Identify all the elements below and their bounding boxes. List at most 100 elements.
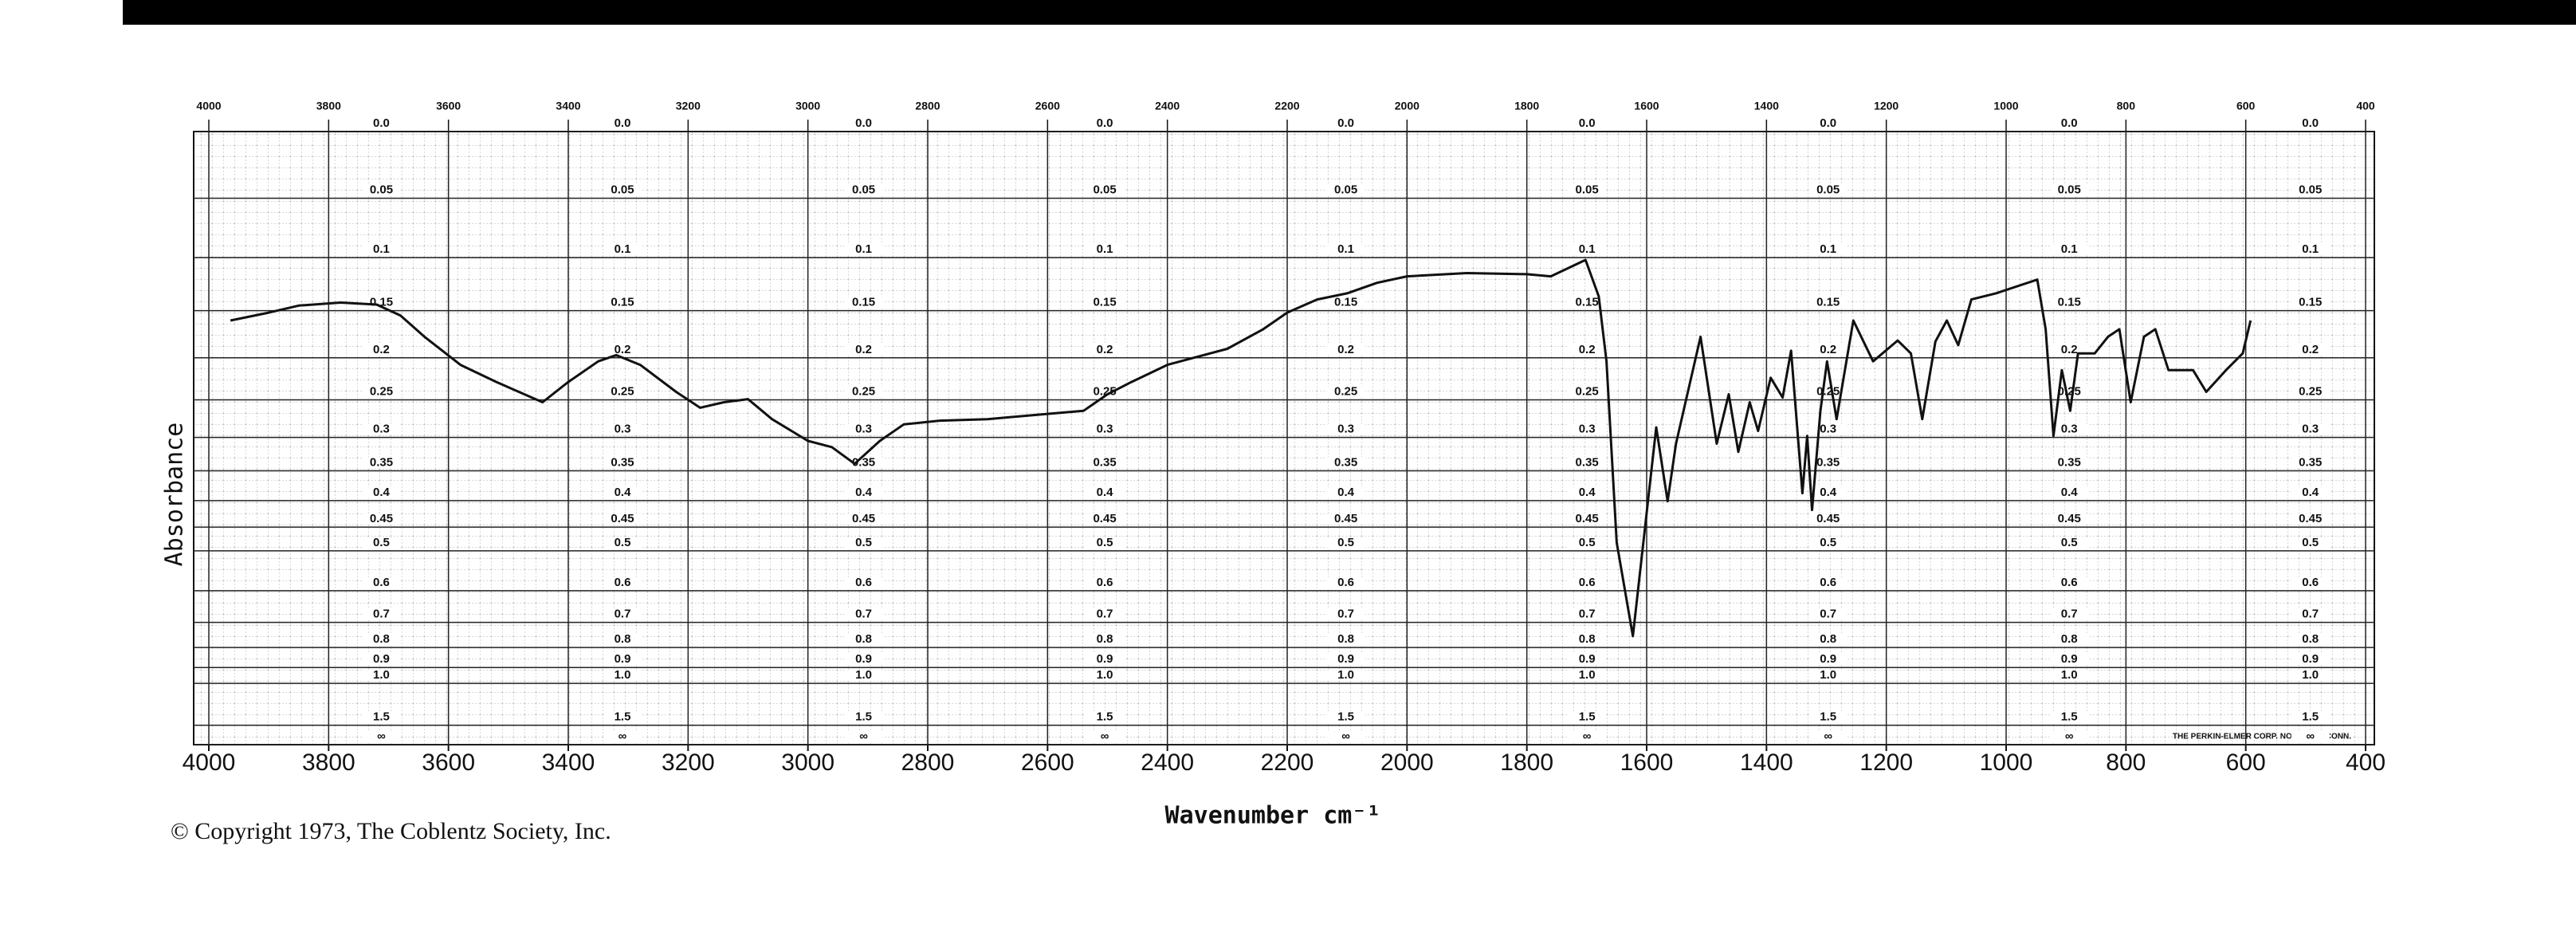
y-tick-label: 0.6 xyxy=(1097,576,1113,589)
y-tick-label: 0.45 xyxy=(1093,512,1116,525)
y-tick-label-bg xyxy=(1086,537,1125,549)
y-tick-label: 0.6 xyxy=(1337,576,1354,589)
x-top-tick-label: 1600 xyxy=(1634,100,1659,112)
y-tick-label-bg xyxy=(844,670,883,682)
y-tick-label-bg xyxy=(1568,386,1607,398)
y-tick-label-bg xyxy=(2050,457,2089,469)
y-tick-label: 0.5 xyxy=(855,536,872,549)
y-tick-label: 1.0 xyxy=(2061,668,2078,682)
y-tick-label-bg xyxy=(844,608,883,620)
y-tick-label-bg xyxy=(603,486,642,498)
y-tick-label-bg xyxy=(1568,576,1607,588)
x-tick-label: 3400 xyxy=(542,749,595,776)
y-tick-label-bg xyxy=(362,634,401,646)
y-tick-label: 0.7 xyxy=(2302,608,2319,621)
top-bar xyxy=(123,0,2576,25)
y-tick-label-bg xyxy=(1326,576,1365,588)
y-tick-label-bg xyxy=(2291,423,2330,435)
y-tick-label: 0.25 xyxy=(1576,385,1599,399)
x-top-tick-label: 1400 xyxy=(1754,100,1779,112)
y-tick-label: 0.8 xyxy=(373,632,390,646)
x-top-tick-label: 800 xyxy=(2117,100,2136,112)
y-tick-label: 0.7 xyxy=(855,608,872,621)
y-tick-label: 0.4 xyxy=(1337,486,1355,499)
y-tick-label: 0.3 xyxy=(615,423,631,436)
x-tick-label: 1400 xyxy=(1740,749,1793,776)
x-tick-label: 3200 xyxy=(662,749,715,776)
y-tick-label: 0.45 xyxy=(2058,512,2081,525)
y-tick-label-bg xyxy=(603,576,642,588)
y-tick-label-bg xyxy=(1326,513,1365,525)
y-tick-label-bg xyxy=(1326,634,1365,646)
y-tick-label: 0.3 xyxy=(1820,423,1836,436)
y-tick-label-bg xyxy=(1808,513,1848,525)
y-tick-label-bg xyxy=(362,244,401,256)
x-tick-label: 2200 xyxy=(1261,749,1314,776)
y-tick-label: 0.6 xyxy=(373,576,390,589)
y-tick-label-bg xyxy=(1086,486,1125,498)
y-tick-label-bg xyxy=(362,731,401,742)
y-tick-label: 0.9 xyxy=(1097,652,1113,666)
y-tick-label-bg xyxy=(1808,634,1848,646)
y-tick-label-bg xyxy=(2050,608,2089,620)
y-tick-label: 1.0 xyxy=(1579,668,1596,682)
y-tick-label-bg xyxy=(1326,118,1365,129)
x-tick-label: 4000 xyxy=(183,749,236,776)
y-tick-label-bg xyxy=(362,423,401,435)
y-tick-label: 0.45 xyxy=(852,512,875,525)
y-tick-label: ∞ xyxy=(2065,730,2074,743)
y-tick-label-bg xyxy=(603,711,642,723)
y-tick-label-bg xyxy=(1326,654,1365,666)
y-tick-label: 0.9 xyxy=(373,652,390,666)
y-tick-label: 0.4 xyxy=(855,486,873,499)
y-tick-label: 0.35 xyxy=(1576,455,1599,469)
y-tick-label: 1.5 xyxy=(373,710,390,724)
y-tick-label-bg xyxy=(1808,344,1848,356)
y-tick-label: 0.45 xyxy=(1334,512,1357,525)
y-tick-label: 0.3 xyxy=(1579,423,1596,436)
y-tick-label: 1.5 xyxy=(615,710,631,724)
y-tick-label-bg xyxy=(1326,670,1365,682)
y-tick-label-bg xyxy=(603,244,642,256)
y-tick-label-bg xyxy=(1326,537,1365,549)
y-tick-label: 0.4 xyxy=(615,486,632,499)
y-tick-label: 0.1 xyxy=(615,242,631,256)
y-tick-label-bg xyxy=(362,711,401,723)
y-tick-label: 0.35 xyxy=(1816,455,1840,469)
y-tick-label-bg xyxy=(362,576,401,588)
y-tick-label: 0.2 xyxy=(373,343,390,356)
y-tick-label-bg xyxy=(2050,513,2089,525)
y-tick-label: 0.15 xyxy=(1334,296,1357,309)
y-tick-label-bg xyxy=(2050,634,2089,646)
y-tick-label: 0.05 xyxy=(2058,183,2081,197)
y-tick-label-bg xyxy=(2291,654,2330,666)
y-tick-label: 0.8 xyxy=(2061,632,2078,646)
y-tick-label: 0.25 xyxy=(370,385,393,399)
y-tick-label: 0.2 xyxy=(2302,343,2319,356)
y-tick-label-bg xyxy=(1568,297,1607,309)
y-tick-label: 1.0 xyxy=(1337,668,1354,682)
y-tick-label: 0.9 xyxy=(615,652,631,666)
y-tick-label-bg xyxy=(844,731,883,742)
y-tick-label: 0.0 xyxy=(1579,116,1596,130)
y-tick-label-bg xyxy=(2291,576,2330,588)
y-tick-label-bg xyxy=(1808,297,1848,309)
y-tick-label-bg xyxy=(2291,731,2330,742)
y-tick-label: 0.6 xyxy=(2302,576,2319,589)
y-tick-label-bg xyxy=(1326,608,1365,620)
x-tick-label: 3000 xyxy=(781,749,834,776)
y-tick-label-bg xyxy=(2291,344,2330,356)
y-tick-label-bg xyxy=(1086,184,1125,196)
y-tick-label: 1.0 xyxy=(1097,668,1113,682)
y-tick-label: 1.0 xyxy=(1820,668,1836,682)
y-tick-label-bg xyxy=(2050,576,2089,588)
y-tick-label: 0.9 xyxy=(1337,652,1354,666)
y-tick-label: 0.15 xyxy=(852,296,875,309)
y-tick-label-bg xyxy=(362,608,401,620)
y-tick-label: 0.0 xyxy=(1097,116,1113,130)
x-tick-label: 1800 xyxy=(1500,749,1553,776)
y-tick-label: 0.3 xyxy=(1097,423,1113,436)
y-tick-label-bg xyxy=(2291,244,2330,256)
y-tick-label-bg xyxy=(2050,537,2089,549)
